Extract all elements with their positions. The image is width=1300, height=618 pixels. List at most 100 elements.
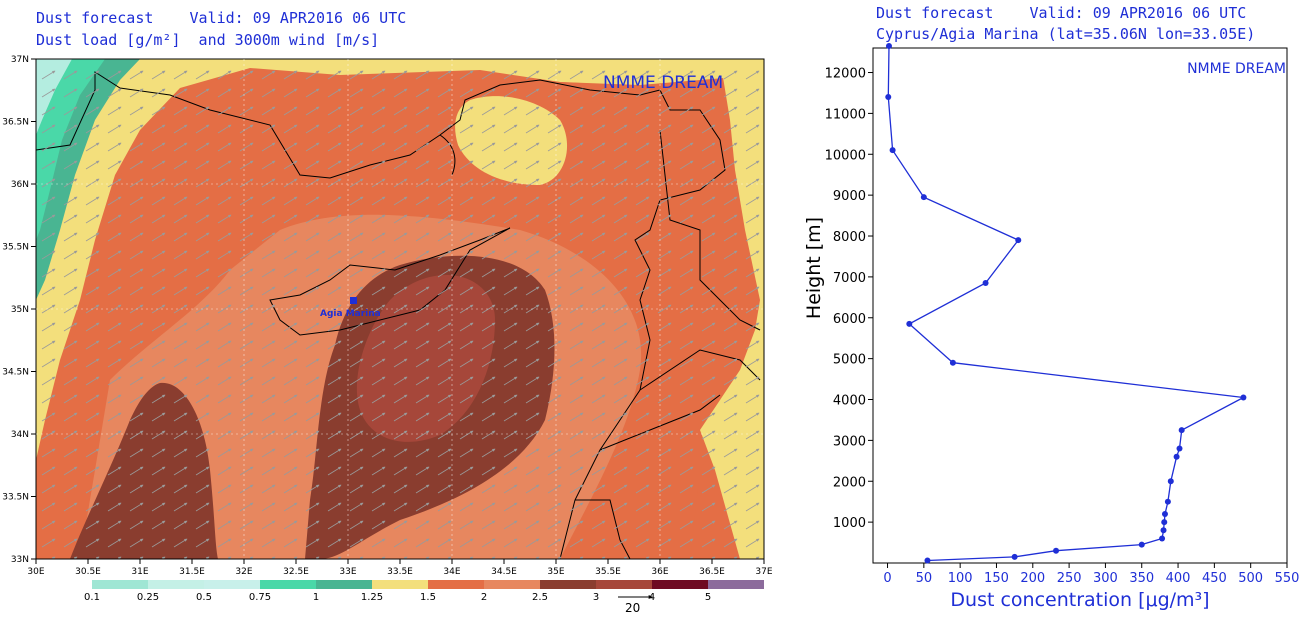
wind-arrow [591,484,606,494]
wind-arrow [129,484,144,494]
wind-arrow [239,358,254,368]
wind-arrow [569,394,584,404]
wind-arrow [129,322,144,332]
wind-arrow [349,322,364,332]
wind-arrow [305,322,320,332]
profile-data-point [920,194,927,201]
wind-arrow [503,340,518,350]
wind-arrow [182,556,188,559]
wind-arrow [437,538,452,548]
wind-arrow [349,466,364,476]
wind-arrow [613,286,628,296]
wind-arrow [745,484,760,494]
wind-arrow [481,340,496,350]
wind-arrow [459,322,474,332]
light-green-band-west [36,59,105,240]
wind-arrow [107,268,122,278]
wind-arrow [173,322,188,332]
wind-arrow [327,250,342,260]
wind-arrow [138,556,144,559]
wind-arrow [349,538,364,548]
wind-arrow [349,142,364,152]
wind-arrow [217,160,232,170]
profile-y-tick-label: 9000 [833,189,866,204]
wind-arrow [503,412,518,422]
wind-arrow [657,430,672,440]
wind-arrow [63,178,78,188]
wind-arrow [701,286,716,296]
wind-arrow [41,196,56,206]
profile-data-point [1161,510,1168,517]
wind-arrow [85,430,100,440]
wind-arrow [129,106,144,116]
wind-arrow [63,268,78,278]
wind-arrow [701,538,716,548]
wind-arrow [107,340,122,350]
wind-arrow [459,448,474,458]
wind-arrow [635,70,650,80]
wind-arrow [635,538,650,548]
wind-arrow [116,556,122,559]
wind-arrow [635,124,650,134]
wind-arrow [305,286,320,296]
wind-arrow [393,430,408,440]
wind-arrow [239,394,254,404]
profile-y-tick-label: 10000 [825,148,866,163]
wind-arrow [723,484,738,494]
wind-arrow [85,340,100,350]
wind-arrow [261,412,276,422]
wind-arrow [591,502,606,512]
wind-arrow [261,484,276,494]
wind-arrow [437,466,452,476]
wind-arrow [107,70,122,80]
wind-arrow [393,160,408,170]
wind-arrow [503,250,518,260]
colorbar-swatch [260,580,316,589]
profile-xlabel: Dust concentration [μg/m³] [950,589,1209,611]
wind-arrow [239,466,254,476]
wind-arrow [569,484,584,494]
wind-arrow [305,520,320,530]
wind-arrow [283,304,298,314]
wind-arrow [261,322,276,332]
wind-arrow [569,124,584,134]
profile-x-tick-label: 200 [1020,571,1045,586]
wind-arrow [283,232,298,242]
wind-arrow [459,178,474,188]
wind-arrow [591,106,606,116]
wind-arrow [745,232,760,242]
map-x-tick-label: 31.5E [179,567,205,577]
wind-arrow [217,448,232,458]
wind-arrow [635,376,650,386]
wind-arrow [547,250,562,260]
wind-arrow [261,232,276,242]
wind-arrow [613,448,628,458]
wind-arrow [305,160,320,170]
wind-arrow [151,466,166,476]
profile-y-tick-label: 4000 [833,394,866,409]
wind-arrow [283,340,298,350]
wind-arrow [129,124,144,134]
wind-arrow [305,358,320,368]
wind-arrow [41,178,56,188]
wind-arrow [173,142,188,152]
wind-arrow [459,160,474,170]
wind-arrow [151,502,166,512]
wind-arrow [525,538,540,548]
wind-arrow [151,322,166,332]
wind-arrow [481,250,496,260]
wind-arrow [503,448,518,458]
wind-arrow [437,358,452,368]
wind-arrow [349,124,364,134]
wind-arrow [745,376,760,386]
wind-arrow [195,88,210,98]
profile-x-tick-label: 150 [984,571,1009,586]
wind-arrow [195,376,210,386]
wind-arrow [371,304,386,314]
wind-arrow [525,448,540,458]
wind-arrow [195,286,210,296]
wind-arrow [578,556,584,559]
wind-arrow [437,502,452,512]
wind-arrow [745,268,760,278]
wind-arrow [415,430,430,440]
